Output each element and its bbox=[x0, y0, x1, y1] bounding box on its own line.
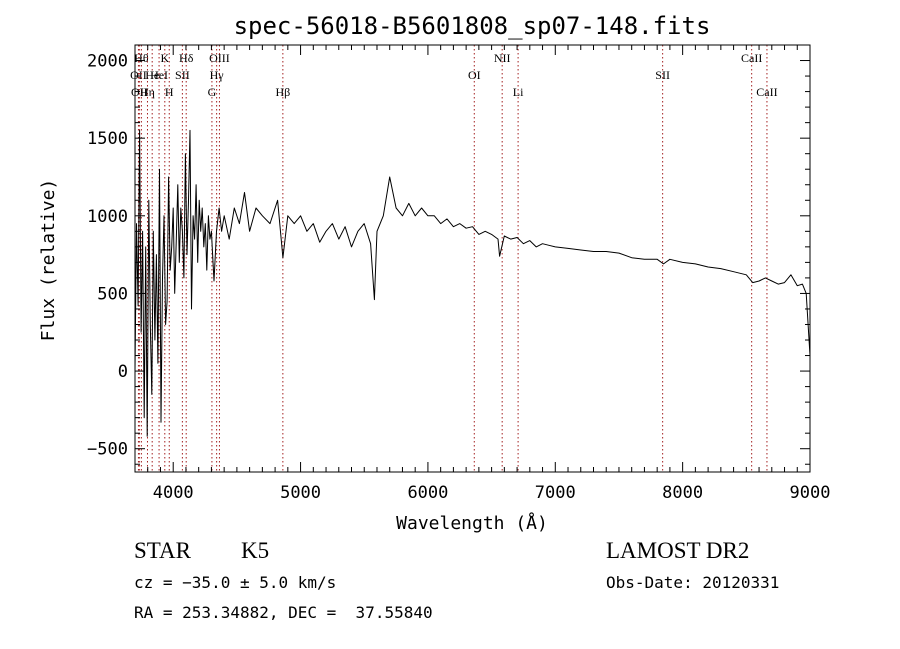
line-marker-label: OIII bbox=[209, 51, 230, 65]
spectrum-line-0 bbox=[134, 129, 811, 437]
y-axis-label: Flux (relative) bbox=[38, 179, 59, 342]
object-class: STAR bbox=[134, 538, 191, 563]
spectral-line-markers: OIIOIIHθHηHeHeIKHSIIHδGHγOIIIHβOINIILiSI… bbox=[130, 45, 778, 472]
line-marker-label: Hγ bbox=[210, 68, 225, 82]
line-marker-label: CaII bbox=[756, 85, 777, 99]
x-tick-label: 8000 bbox=[662, 483, 703, 503]
line-marker-label: K bbox=[160, 51, 169, 65]
y-tick-label: −500 bbox=[87, 440, 128, 460]
line-marker-label: H bbox=[165, 85, 174, 99]
survey-name: LAMOST DR2 bbox=[606, 538, 750, 563]
line-marker-label: Hδ bbox=[179, 51, 194, 65]
spectrum-series bbox=[134, 129, 811, 437]
line-marker-label: Hθ bbox=[134, 51, 149, 65]
line-marker-label: NII bbox=[494, 51, 511, 65]
y-tick-label: 500 bbox=[97, 284, 128, 304]
y-tick-label: 2000 bbox=[87, 52, 128, 72]
y-tick-label: 1000 bbox=[87, 207, 128, 227]
line-marker-label: SII bbox=[175, 68, 190, 82]
y-tick-label: 1500 bbox=[87, 129, 128, 149]
line-marker-label: He bbox=[145, 68, 159, 82]
chart-title: spec-56018-B5601808_sp07-148.fits bbox=[234, 12, 711, 40]
object-subclass: K5 bbox=[241, 538, 270, 563]
x-tick-label: 9000 bbox=[790, 483, 831, 503]
line-marker-label: OI bbox=[468, 68, 481, 82]
line-marker-label: CaII bbox=[741, 51, 762, 65]
line-marker-label: HeI bbox=[150, 68, 168, 82]
x-tick-label: 4000 bbox=[153, 483, 194, 503]
observation-date: Obs-Date: 20120331 bbox=[606, 573, 780, 592]
line-marker-label: SII bbox=[655, 68, 670, 82]
line-marker-label: Hη bbox=[140, 85, 155, 99]
x-tick-label: 5000 bbox=[280, 483, 321, 503]
line-marker-label: Li bbox=[513, 85, 524, 99]
line-marker-label: G bbox=[208, 85, 217, 99]
line-marker-label: OII bbox=[130, 68, 147, 82]
x-axis-label: Wavelength (Å) bbox=[396, 512, 548, 534]
x-tick-label: 6000 bbox=[407, 483, 448, 503]
coordinates: RA = 253.34882, DEC = 37.55840 bbox=[134, 603, 433, 622]
x-tick-label: 7000 bbox=[535, 483, 576, 503]
redshift-velocity: cz = −35.0 ± 5.0 km/s bbox=[134, 573, 337, 592]
y-tick-label: 0 bbox=[118, 362, 128, 382]
y-axis-ticks: −500 0 500 1000 1500 2000 bbox=[87, 44, 810, 465]
plot-frame bbox=[134, 44, 811, 473]
line-marker-label: Hβ bbox=[275, 85, 290, 99]
x-axis-ticks: 4000 5000 6000 7000 8000 9000 bbox=[134, 45, 831, 503]
